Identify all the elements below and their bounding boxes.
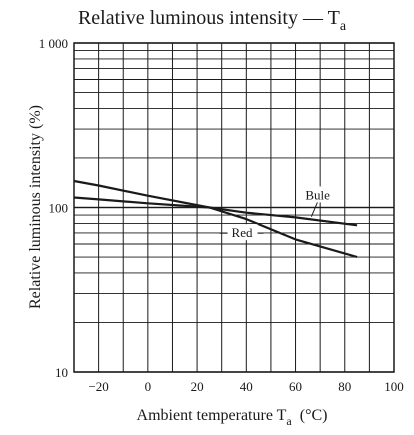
x-tick-label: −20	[88, 379, 108, 394]
label-leader	[310, 202, 318, 217]
x-tick-label: 20	[191, 379, 204, 394]
x-tick-label: 40	[240, 379, 253, 394]
y-tick-labels: 10 100 1 000	[39, 36, 68, 380]
label-background	[227, 224, 258, 241]
x-tick-label: 80	[338, 379, 351, 394]
x-axis-title: Ambient temperature Ta (°C)	[137, 407, 328, 428]
series-layer: Bule Red	[73, 179, 358, 259]
x-tick-label: 100	[384, 379, 404, 394]
grid	[73, 42, 395, 373]
plot-frame	[73, 42, 395, 373]
chart-title: Relative luminous intensity — Ta	[78, 7, 347, 34]
y-tick-label: 1 000	[39, 36, 68, 51]
y-tick-label: 100	[49, 201, 69, 216]
x-tick-label: 0	[145, 379, 152, 394]
series-line-red	[73, 179, 358, 259]
y-axis-title: Relative luminous intensity (%)	[27, 105, 44, 309]
x-tick-label: 60	[289, 379, 302, 394]
y-tick-label: 10	[55, 365, 68, 380]
series-label-bule: Bule	[305, 187, 330, 202]
x-tick-labels: −20 0 20 40 60 80 100	[88, 379, 403, 394]
label-background	[302, 186, 341, 203]
series-label-red: Red	[232, 225, 253, 240]
